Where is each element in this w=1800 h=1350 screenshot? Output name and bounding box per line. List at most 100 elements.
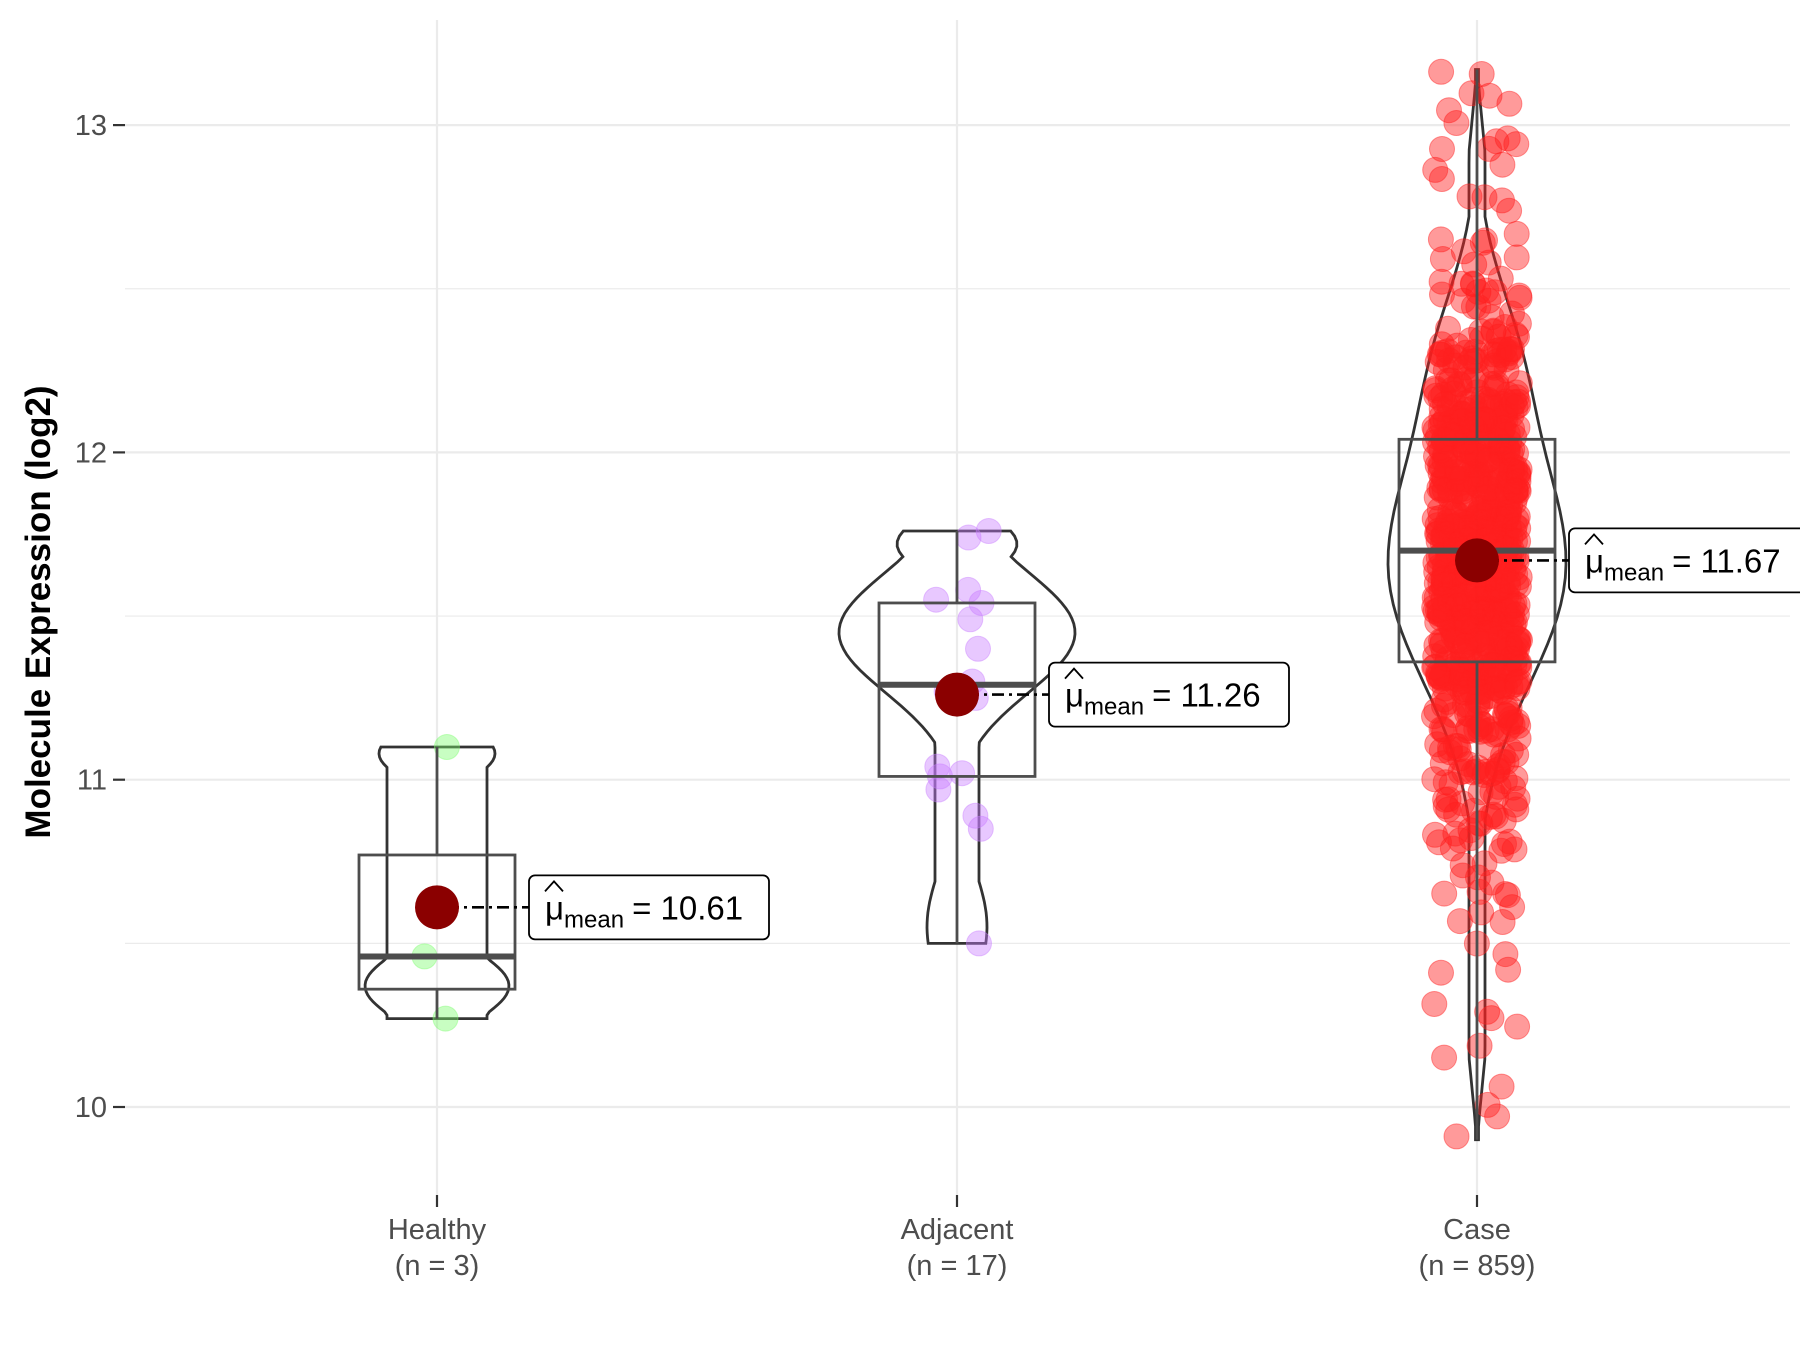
data-point — [1485, 435, 1512, 462]
data-point — [1430, 686, 1457, 713]
data-point — [1428, 605, 1455, 632]
data-point — [1490, 595, 1517, 622]
data-point — [1454, 618, 1481, 645]
data-point — [1503, 379, 1530, 406]
data-point — [1496, 429, 1523, 455]
data-point — [1429, 410, 1456, 437]
data-point — [1480, 317, 1507, 344]
data-point — [1491, 403, 1518, 430]
data-point — [1432, 793, 1459, 820]
data-point — [1501, 836, 1528, 863]
data-point — [1497, 440, 1524, 467]
data-point — [1489, 748, 1516, 775]
data-point — [1444, 417, 1471, 444]
data-point — [1422, 417, 1449, 444]
data-point — [1495, 956, 1522, 983]
data-point — [1422, 377, 1449, 403]
data-point — [1430, 573, 1457, 599]
data-point — [1480, 352, 1506, 379]
data-point — [1460, 271, 1487, 298]
data-point — [1464, 627, 1491, 654]
data-point — [1453, 485, 1480, 512]
data-point — [1443, 1123, 1470, 1150]
data-point — [1490, 629, 1517, 656]
data-point — [1488, 429, 1515, 456]
data-point — [1466, 878, 1493, 905]
data-point — [1494, 601, 1521, 628]
data-point — [1499, 300, 1525, 327]
data-point — [1467, 718, 1494, 745]
data-point — [1466, 713, 1493, 740]
data-point — [1483, 128, 1510, 155]
data-point — [1460, 458, 1487, 485]
data-point — [1467, 613, 1494, 640]
data-point — [1453, 588, 1480, 615]
data-point — [1499, 894, 1526, 921]
data-point — [1483, 348, 1510, 375]
data-point — [1428, 475, 1455, 502]
data-point — [1463, 593, 1490, 619]
data-point — [1475, 475, 1502, 502]
data-point — [1477, 595, 1504, 622]
mean-label-box — [1048, 661, 1290, 728]
data-point — [1489, 612, 1516, 639]
data-point — [1466, 466, 1493, 493]
data-point — [1438, 579, 1465, 606]
data-point — [1489, 679, 1516, 706]
data-point — [1478, 716, 1505, 743]
data-point — [1436, 393, 1463, 420]
data-point — [1434, 688, 1461, 715]
data-point — [1424, 520, 1451, 547]
data-point — [1444, 465, 1471, 492]
data-point — [1429, 468, 1455, 495]
data-point — [1502, 321, 1529, 348]
data-point — [1488, 837, 1515, 864]
data-point — [1428, 331, 1455, 358]
data-point — [1490, 807, 1517, 834]
data-point — [1467, 659, 1494, 686]
data-point — [1478, 869, 1505, 896]
data-point — [1498, 457, 1525, 484]
data-point — [1473, 683, 1500, 710]
data-point — [1485, 752, 1512, 779]
data-point — [1501, 512, 1528, 539]
data-point — [1505, 463, 1532, 490]
data-point — [1488, 498, 1515, 525]
data-point — [1464, 440, 1491, 467]
data-point — [1445, 736, 1472, 763]
data-point — [1489, 490, 1516, 516]
data-point — [1440, 702, 1467, 728]
data-point — [1489, 151, 1516, 178]
data-point — [1467, 422, 1494, 449]
data-point — [1469, 595, 1496, 622]
data-point — [1501, 609, 1528, 636]
data-point — [1470, 597, 1497, 624]
data-point — [1500, 555, 1527, 582]
data-point — [1502, 528, 1528, 555]
data-point — [1498, 607, 1525, 634]
data-point — [1469, 599, 1495, 626]
data-point — [1505, 477, 1532, 504]
data-point — [1502, 645, 1529, 672]
data-point — [1485, 721, 1511, 747]
data-point — [1491, 831, 1517, 857]
data-point — [1430, 464, 1457, 491]
data-point — [1495, 596, 1521, 623]
data-point — [1466, 668, 1493, 695]
data-point — [1503, 708, 1530, 735]
data-point — [1437, 588, 1464, 615]
data-point — [1450, 578, 1477, 605]
data-point — [1427, 569, 1454, 596]
data-point — [1495, 381, 1522, 408]
data-point — [1463, 470, 1489, 497]
data-point — [1440, 498, 1467, 524]
x-tick-count: (n = 859) — [1419, 1250, 1536, 1282]
data-point — [1466, 1032, 1493, 1059]
data-point — [1459, 678, 1486, 705]
data-point — [1460, 508, 1487, 535]
data-point — [1431, 558, 1458, 585]
data-point — [1496, 632, 1523, 658]
data-point — [1450, 485, 1477, 512]
data-point — [1451, 429, 1478, 456]
hat-symbol — [1064, 667, 1084, 680]
